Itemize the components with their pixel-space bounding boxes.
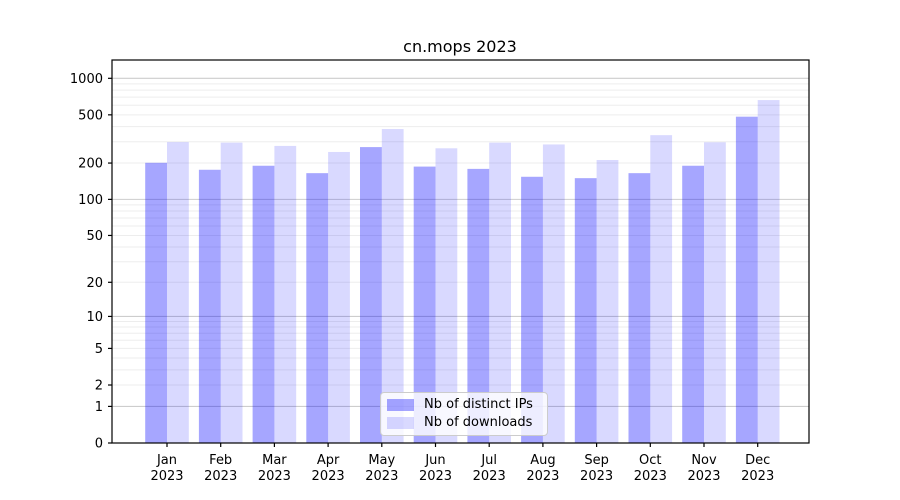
axes-layer xyxy=(111,59,810,444)
legend-label-downloads: Nb of downloads xyxy=(424,415,533,430)
x-tick-label-month: Apr xyxy=(317,453,340,468)
legend-swatch-downloads xyxy=(387,417,414,429)
y-tick-label: 500 xyxy=(78,108,103,123)
bar-distinct-ips-jul xyxy=(467,168,490,443)
y-tick-label: 50 xyxy=(86,229,103,244)
x-tick-label-year: 2023 xyxy=(580,469,613,484)
tick-labels-layer: 01251020501002005001000Jan2023Feb2023Mar… xyxy=(70,72,774,484)
x-tick-label-month: May xyxy=(368,453,395,468)
x-tick-label-month: Aug xyxy=(530,453,555,468)
x-tick-label-year: 2023 xyxy=(312,469,345,484)
plot-border xyxy=(111,59,810,444)
y-tick-label: 20 xyxy=(86,276,103,291)
bar-downloads-oct xyxy=(650,135,673,443)
y-tick-label: 200 xyxy=(78,157,103,172)
bar-downloads-aug xyxy=(542,144,565,443)
x-tick-label-month: Mar xyxy=(262,453,287,468)
y-tick-label: 1 xyxy=(95,400,103,415)
bar-distinct-ips-feb xyxy=(198,169,221,444)
bar-downloads-sep xyxy=(596,159,619,443)
bar-distinct-ips-nov xyxy=(682,165,704,443)
x-tick-label-month: Feb xyxy=(209,453,232,468)
bar-downloads-apr xyxy=(328,151,350,443)
x-tick-label-year: 2023 xyxy=(634,469,667,484)
x-tick-label-year: 2023 xyxy=(687,469,720,484)
legend-row-distinct-ips: Nb of distinct IPs xyxy=(387,397,541,413)
x-tick-label-year: 2023 xyxy=(204,469,237,484)
x-tick-label-year: 2023 xyxy=(150,469,183,484)
bars-layer xyxy=(145,100,780,444)
x-tick-label-month: Jul xyxy=(480,453,497,468)
x-tick-label-year: 2023 xyxy=(526,469,559,484)
bar-downloads-feb xyxy=(220,142,243,443)
y-tick-label: 0 xyxy=(95,437,103,452)
bar-downloads-may xyxy=(381,129,404,444)
chart-title: cn.mops 2023 xyxy=(403,37,517,56)
x-tick-label-year: 2023 xyxy=(419,469,452,484)
bar-downloads-mar xyxy=(274,145,297,443)
y-tick-label: 100 xyxy=(78,193,103,208)
x-tick-label-year: 2023 xyxy=(365,469,398,484)
legend-row-downloads: Nb of downloads xyxy=(387,415,541,431)
bar-downloads-jul xyxy=(489,142,511,443)
y-tick-label: 2 xyxy=(95,379,103,394)
bar-downloads-jan xyxy=(167,142,189,444)
bar-distinct-ips-sep xyxy=(574,178,597,443)
x-tick-label-month: Sep xyxy=(584,453,609,468)
bar-distinct-ips-mar xyxy=(252,165,275,443)
bar-distinct-ips-aug xyxy=(521,176,543,443)
legend-label-distinct-ips: Nb of distinct IPs xyxy=(424,397,533,412)
legend: Nb of distinct IPs Nb of downloads xyxy=(380,392,548,436)
bar-distinct-ips-jun xyxy=(413,166,436,443)
y-tick-label: 5 xyxy=(95,342,103,357)
x-tick-label-month: Jan xyxy=(156,453,177,468)
bar-distinct-ips-may xyxy=(360,147,382,443)
legend-swatch-distinct-ips xyxy=(387,399,414,411)
y-tick-label: 1000 xyxy=(70,72,103,87)
bar-downloads-jun xyxy=(435,148,458,444)
bar-downloads-nov xyxy=(704,142,726,443)
x-tick-label-month: Oct xyxy=(639,453,661,468)
y-tick-label: 10 xyxy=(86,310,103,325)
x-tick-label-year: 2023 xyxy=(258,469,291,484)
bar-distinct-ips-oct xyxy=(628,173,651,444)
x-tick-label-year: 2023 xyxy=(741,469,774,484)
bar-distinct-ips-jan xyxy=(145,162,167,443)
bar-distinct-ips-apr xyxy=(306,173,329,444)
x-tick-label-month: Jun xyxy=(424,453,445,468)
bar-distinct-ips-dec xyxy=(735,116,758,443)
x-tick-label-month: Nov xyxy=(691,453,717,468)
bar-downloads-dec xyxy=(757,100,780,443)
x-tick-label-year: 2023 xyxy=(473,469,506,484)
x-tick-label-month: Dec xyxy=(745,453,770,468)
